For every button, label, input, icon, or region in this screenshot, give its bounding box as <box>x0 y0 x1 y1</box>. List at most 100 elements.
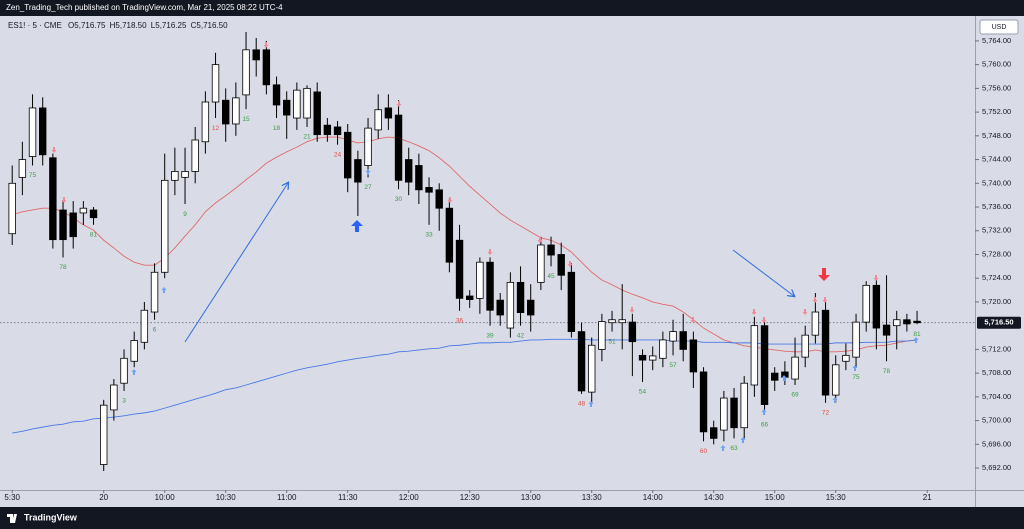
candle-body <box>557 254 565 276</box>
bar-count: 27 <box>364 184 372 191</box>
candle-body <box>313 91 321 136</box>
bar-count: 39 <box>486 332 494 339</box>
x-tick-label: 20 <box>99 493 108 502</box>
candle-body <box>120 357 128 384</box>
candle-body <box>201 101 210 143</box>
bar-count: 78 <box>883 368 891 375</box>
candle-body <box>821 309 830 396</box>
signal-down <box>802 309 808 315</box>
candle-body <box>832 364 840 396</box>
legend-key: L <box>151 21 156 30</box>
candle-body <box>222 99 230 125</box>
signal-down <box>873 275 879 281</box>
candle-body <box>374 109 382 131</box>
bar-count: 12 <box>212 125 220 132</box>
legend-value: 5,716.50 <box>196 21 228 30</box>
y-tick-label: 5,708.00 <box>982 368 1011 377</box>
candle-body <box>903 319 911 325</box>
bar-count: 75 <box>852 374 860 381</box>
candle-body <box>669 331 677 342</box>
currency-box[interactable] <box>979 19 1019 35</box>
y-tick-label: 5,704.00 <box>982 392 1011 401</box>
x-tick-label: 5:30 <box>4 493 20 502</box>
candle-body <box>110 384 118 411</box>
candle-body <box>577 331 586 392</box>
candle-body <box>161 179 169 273</box>
currency[interactable]: USD <box>992 24 1007 31</box>
publisher: Zen_Trading_Tech published on TradingVie… <box>6 3 283 12</box>
candle-body <box>323 124 332 136</box>
candle-body <box>354 159 362 183</box>
candle-body <box>262 49 271 86</box>
legend-key: O <box>68 21 74 30</box>
signal-down <box>396 101 402 107</box>
candle-body <box>740 382 748 429</box>
bar-count: 81 <box>90 232 98 239</box>
chart-background <box>0 16 1024 507</box>
y-tick-label: 5,712.00 <box>982 344 1011 353</box>
candle-body <box>455 239 464 299</box>
legend-value: 5,716.75 <box>74 21 106 30</box>
candle-body <box>679 331 687 350</box>
candles <box>8 32 921 472</box>
bar-count: 36 <box>456 318 464 325</box>
bar-count: 51 <box>608 338 616 345</box>
candle-body <box>486 261 494 311</box>
candle-body <box>710 427 718 439</box>
bar-count: 57 <box>669 362 677 369</box>
candle-body <box>100 404 108 465</box>
y-tick-label: 5,740.00 <box>982 178 1011 187</box>
bar-count: 15 <box>242 116 250 123</box>
brand: TradingView <box>24 512 78 522</box>
y-tick-label: 5,760.00 <box>982 60 1011 69</box>
signal-up <box>720 445 726 451</box>
signal-up <box>913 337 919 343</box>
signal-down <box>690 317 696 323</box>
candle-body <box>283 99 291 116</box>
signal-down <box>567 261 573 267</box>
candle-body <box>811 311 820 336</box>
signal-down <box>812 297 818 303</box>
signal-down <box>61 197 67 203</box>
candle-body <box>435 189 443 209</box>
signal-down <box>537 237 543 243</box>
candle-body <box>913 320 921 324</box>
candle-body <box>638 354 647 361</box>
trend-arrow <box>732 249 794 296</box>
bar-count: 69 <box>791 392 799 399</box>
bar-count: 30 <box>395 196 403 203</box>
x-tick-label: 13:00 <box>521 493 542 502</box>
brand-logo <box>7 514 17 523</box>
candle-body <box>516 281 525 314</box>
candle-body <box>771 372 779 381</box>
candle-body <box>801 334 809 358</box>
candle-body <box>872 284 881 329</box>
y-tick-label: 5,744.00 <box>982 155 1011 164</box>
signal-up <box>588 401 594 407</box>
last-price-box <box>977 316 1021 329</box>
candle-body <box>344 131 352 179</box>
candle-body <box>394 114 403 181</box>
candle-body <box>476 261 484 299</box>
signal-up <box>161 287 167 293</box>
candle-body <box>699 371 708 433</box>
candle-body <box>893 319 901 327</box>
bar-count: 66 <box>761 421 769 428</box>
candle-body <box>405 159 413 183</box>
candle-body <box>49 157 57 241</box>
bar-count: 24 <box>334 151 342 158</box>
x-tick-label: 14:30 <box>704 493 725 502</box>
x-tick-label: 14:00 <box>643 493 664 502</box>
bar-count: 63 <box>730 445 738 452</box>
candle-body <box>150 271 159 313</box>
y-tick-label: 5,720.00 <box>982 297 1011 306</box>
legend-key: H <box>110 21 116 30</box>
symbol: ES1! · 5 · CME <box>8 21 62 30</box>
signal-down <box>487 249 493 255</box>
candle-body <box>588 344 596 393</box>
bar-count: 78 <box>59 264 67 271</box>
signal-up <box>852 365 858 371</box>
signal-up <box>365 169 371 175</box>
